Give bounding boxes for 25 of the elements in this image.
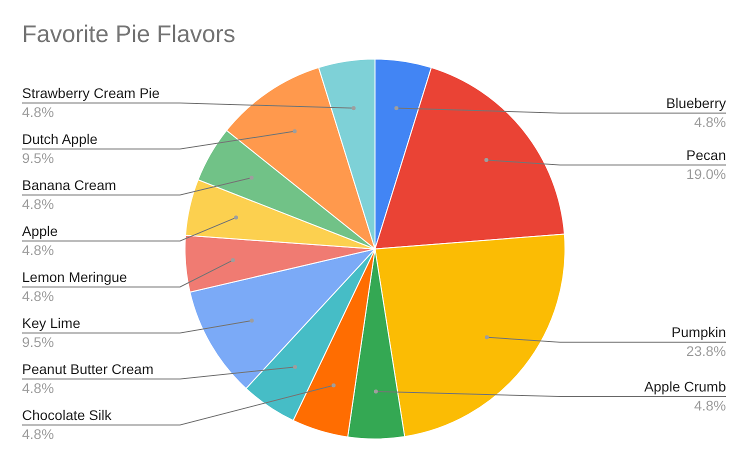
slice-label: Chocolate Silk — [22, 407, 112, 423]
data-label: 4.8% — [22, 104, 54, 120]
data-label: 9.5% — [22, 334, 54, 350]
data-label: 4.8% — [22, 380, 54, 396]
slice-label: Peanut Butter Cream — [22, 361, 154, 377]
slice-label: Lemon Meringue — [22, 269, 128, 285]
data-label: 23.8% — [686, 343, 726, 360]
slice-label: Blueberry — [666, 95, 726, 112]
data-label: 4.8% — [22, 196, 54, 212]
slice-label: Apple — [22, 223, 58, 239]
data-label: 4.8% — [694, 114, 726, 130]
slice-label: Apple Crumb — [644, 378, 726, 394]
chart-title: Favorite Pie Flavors — [22, 21, 236, 48]
data-label: 19.0% — [686, 166, 726, 182]
data-label: 4.8% — [22, 426, 54, 442]
slice-label: Dutch Apple — [22, 131, 98, 147]
data-label: 4.8% — [22, 242, 54, 258]
slice-label: Key Lime — [22, 315, 81, 331]
slice-label: Banana Cream — [22, 177, 116, 193]
data-label: 4.8% — [22, 288, 54, 304]
slice-label: Pumpkin — [672, 324, 726, 340]
slice-label: Pecan — [686, 147, 726, 164]
data-label: 9.5% — [22, 150, 54, 166]
slice-label: Strawberry Cream Pie — [22, 85, 160, 101]
data-label: 4.8% — [694, 397, 726, 414]
